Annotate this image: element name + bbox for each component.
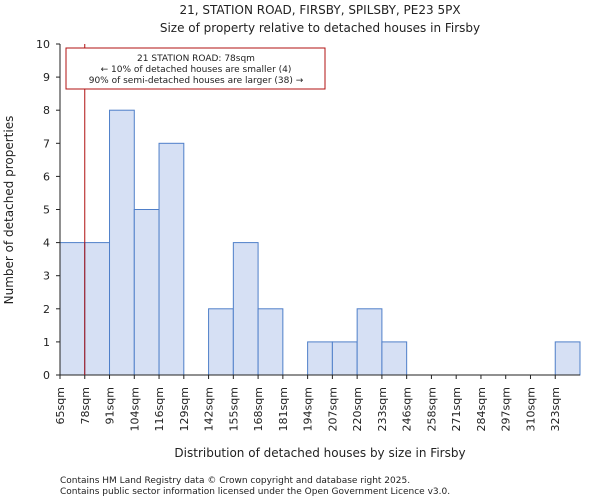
footer-line-1: Contains HM Land Registry data © Crown c… <box>60 476 410 486</box>
annotation-line-2: ← 10% of detached houses are smaller (4) <box>101 65 292 75</box>
x-tick-label: 104sqm <box>128 387 141 431</box>
y-ticks-group: 0 1 2 3 4 5 6 7 8 9 10 <box>36 38 60 382</box>
bar-207sqm <box>331 341 358 376</box>
x-tick-label: 65sqm <box>54 387 67 424</box>
x-tick-label: 168sqm <box>252 387 265 431</box>
bar-194sqm <box>307 341 333 376</box>
bar-233sqm <box>381 341 408 376</box>
y-axis-label: Number of detached properties <box>2 116 16 305</box>
y-tick-label: 8 <box>43 104 50 117</box>
y-tick-label: 7 <box>43 137 50 150</box>
bar-168sqm <box>257 308 284 376</box>
x-tick-label: 233sqm <box>376 387 389 431</box>
x-tick-label: 181sqm <box>277 387 290 431</box>
x-tick-label: 78sqm <box>79 387 92 424</box>
bars-group <box>59 109 581 376</box>
bar-142sqm <box>208 308 234 376</box>
annotation-line-1: 21 STATION ROAD: 78sqm <box>137 54 255 64</box>
x-tick-label: 207sqm <box>326 387 339 431</box>
bar-220sqm <box>356 308 383 376</box>
bar-155sqm <box>232 242 259 376</box>
footer-line-2: Contains public sector information licen… <box>60 487 450 497</box>
x-tick-label: 142sqm <box>203 387 216 431</box>
bar-78sqm <box>84 242 111 376</box>
x-tick-label: 155sqm <box>227 387 240 431</box>
y-tick-label: 1 <box>43 336 50 349</box>
annotation-line-3: 90% of semi-detached houses are larger (… <box>89 76 304 86</box>
y-tick-label: 6 <box>43 170 50 183</box>
bar-323sqm <box>554 341 581 376</box>
bar-91sqm <box>109 109 135 376</box>
x-tick-label: 284sqm <box>475 387 488 431</box>
x-tick-label: 129sqm <box>178 387 191 431</box>
bar-116sqm <box>158 142 185 376</box>
y-tick-label: 9 <box>43 71 50 84</box>
x-tick-label: 91sqm <box>104 387 117 424</box>
x-ticks-group: 65sqm 78sqm 91sqm 104sqm 116sqm 129sqm 142sqm 1… <box>54 375 562 431</box>
bar-65sqm <box>59 242 86 376</box>
x-tick-label: 246sqm <box>401 387 414 431</box>
x-tick-label: 323sqm <box>549 387 562 431</box>
y-tick-label: 10 <box>36 38 50 51</box>
y-tick-label: 4 <box>43 237 50 250</box>
y-tick-label: 0 <box>43 369 50 382</box>
x-tick-label: 220sqm <box>351 387 364 431</box>
x-tick-label: 194sqm <box>302 387 315 431</box>
y-tick-label: 2 <box>43 303 50 316</box>
chart-title: 21, STATION ROAD, FIRSBY, SPILSBY, PE23 … <box>179 3 460 17</box>
y-tick-label: 3 <box>43 270 50 283</box>
x-tick-label: 297sqm <box>500 387 513 431</box>
x-tick-label: 258sqm <box>425 387 438 431</box>
chart-subtitle: Size of property relative to detached ho… <box>160 21 480 35</box>
x-tick-label: 116sqm <box>153 387 166 431</box>
x-tick-label: 310sqm <box>524 387 537 431</box>
x-tick-label: 271sqm <box>450 387 463 431</box>
x-axis-label: Distribution of detached houses by size … <box>174 446 465 460</box>
y-tick-label: 5 <box>43 204 50 217</box>
bar-104sqm <box>133 209 160 376</box>
annotation-box: 21 STATION ROAD: 78sqm ← 10% of detached… <box>65 47 326 90</box>
